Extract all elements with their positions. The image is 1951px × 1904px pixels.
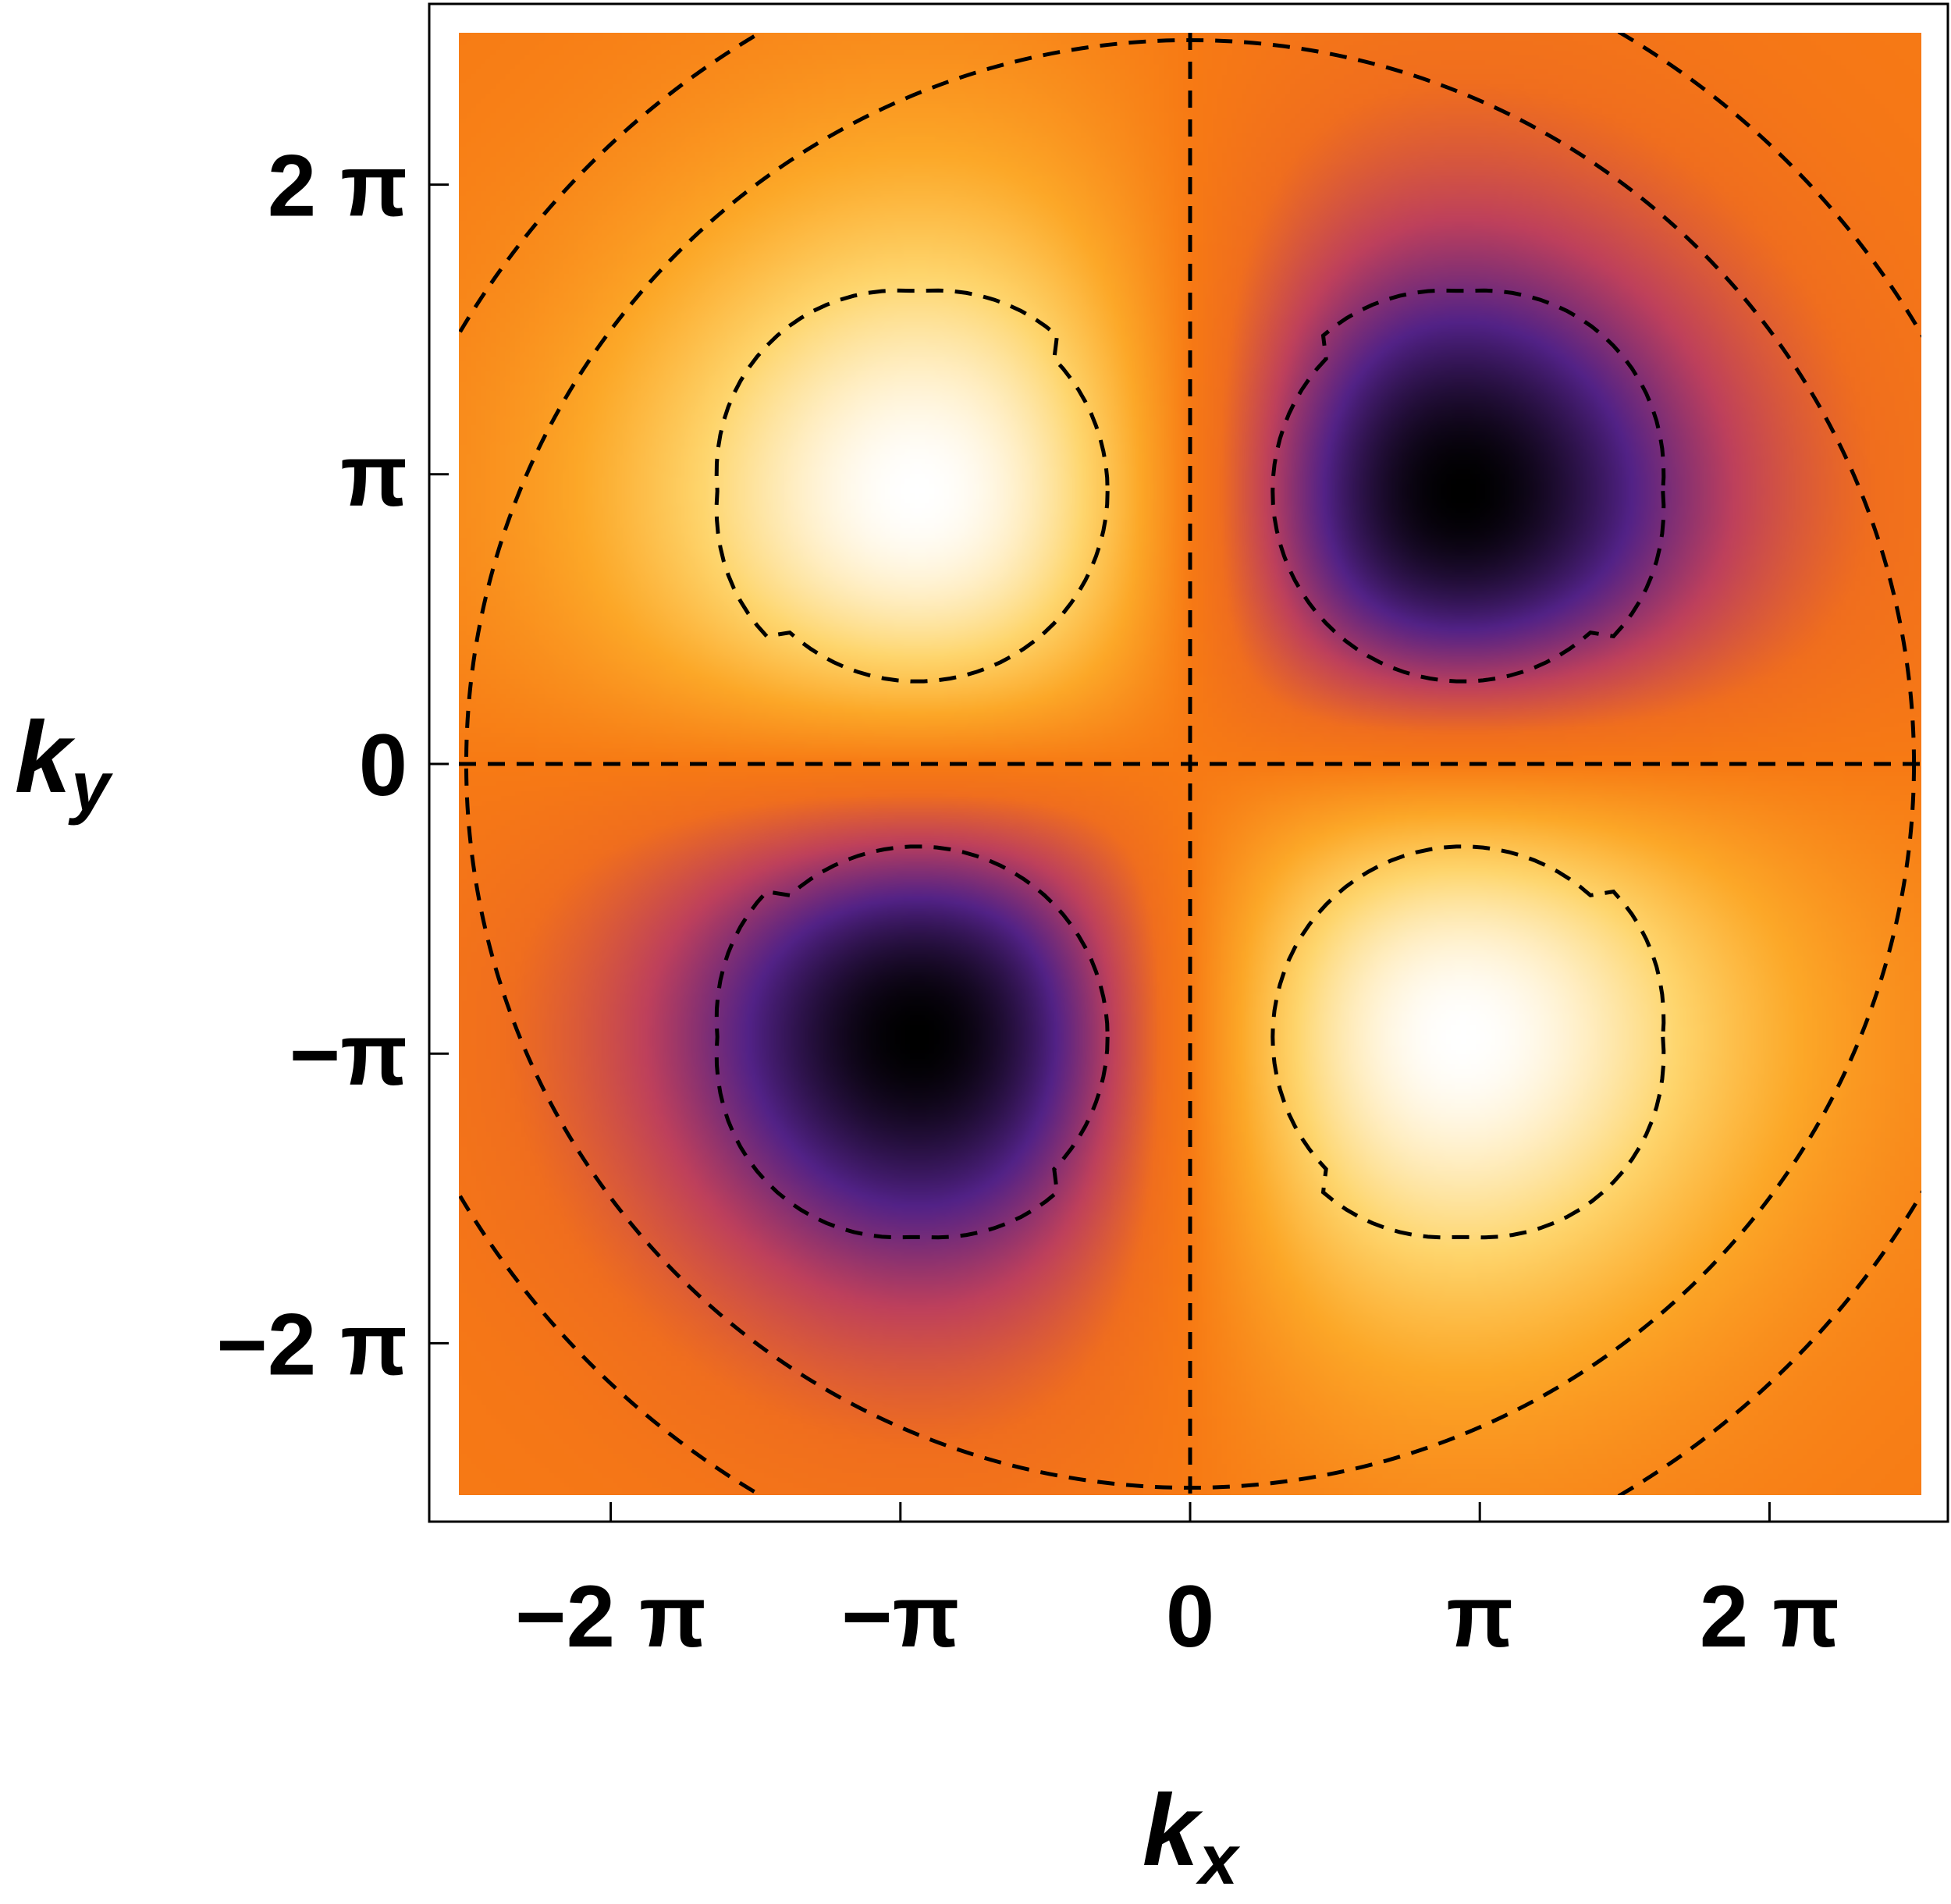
contour-lines <box>459 33 1921 1495</box>
x-tick-label: −2 π <box>515 1568 706 1665</box>
y-axis-ticks: 2 π π 0 −π −2 π <box>216 137 449 1393</box>
y-tick-label: −π <box>290 1006 407 1103</box>
y-axis-label: ky <box>15 700 113 826</box>
contour-lobe-2 <box>714 844 1110 1240</box>
x-tick-label: −π <box>841 1568 959 1665</box>
y-tick-label: −2 π <box>216 1295 407 1393</box>
x-tick-label: 2 π <box>1700 1568 1839 1665</box>
x-axis-ticks: −2 π −π 0 π 2 π <box>515 1502 1839 1665</box>
x-axis-label: kx <box>1143 1773 1241 1899</box>
x-tick-label: 0 <box>1166 1568 1214 1665</box>
x-tick-label: π <box>1446 1568 1513 1665</box>
contour-circle-2 <box>464 37 1917 1490</box>
y-tick-label: 2 π <box>268 137 407 235</box>
contour-lobe-3 <box>1270 844 1666 1240</box>
contour-lobe-1 <box>1270 288 1666 684</box>
y-tick-label: 0 <box>359 716 407 814</box>
y-tick-label: π <box>340 427 407 524</box>
contour-lobe-0 <box>714 288 1110 684</box>
